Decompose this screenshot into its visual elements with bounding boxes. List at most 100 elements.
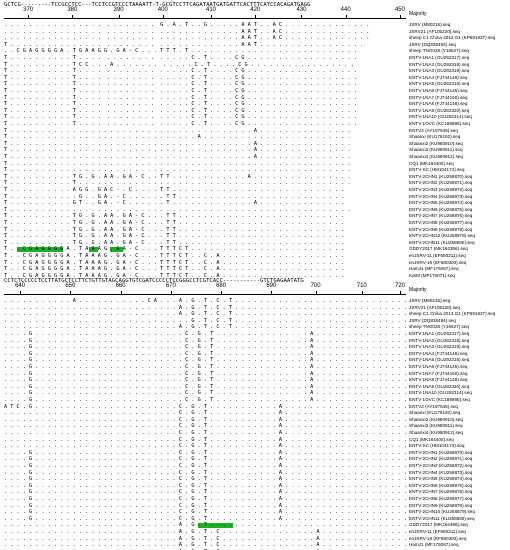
- sequence-label: ENTV-2CHN8 (KU258877).seq: [409, 496, 473, 501]
- sequence-label: ENTV-1NA10 (GU292314).seq: [409, 114, 472, 120]
- sequence-label: Shaanxi (KU179192).seq: [409, 134, 461, 140]
- sequence-row: T . . . . . . . . . . . . . . . . . . . …: [4, 147, 351, 154]
- sequence-row: . . . . . . . . . . . . . . . . . . . . …: [4, 324, 406, 331]
- ruler-tick: [221, 291, 223, 294]
- ruler-tick-label: 410: [206, 7, 217, 13]
- sequence-label: ENTV2 (AY197548).seq: [409, 403, 458, 409]
- ruler-tick: [170, 291, 172, 294]
- sequence-label: ENTV-1NA7 (FJ744150).seq: [409, 94, 468, 100]
- sequence-row: . . . . . . . . . . . . . . . . . . . . …: [4, 28, 370, 35]
- sequence-label: ENTV-1NA9 (GU292320).seq: [409, 383, 470, 389]
- sequence-label: sheep TNG028 (Y16627).seq: [409, 324, 469, 330]
- sequence-row: . . . . G . . . . . . . . . . . . . . . …: [4, 383, 406, 390]
- sequence-label: ENTV-SC (HM104174).seq: [409, 167, 465, 173]
- sequence-row: T . . . . . . . . . . . . . . . . . . . …: [4, 134, 351, 141]
- sequence-row: . . . . G . . . . . . . . . . . . . . . …: [4, 496, 406, 502]
- sequence-row: A T C . G . . . . . . . . . . . . . . . …: [4, 403, 406, 410]
- sequence-row: . . . . G . . . . . . . . . . . . . . . …: [4, 489, 406, 496]
- ruler-tick: [28, 15, 30, 18]
- ruler-tick-label: 440: [340, 7, 351, 13]
- sequence-row: . . C G A G G G G A . T G A A G G . G A …: [4, 48, 357, 55]
- sequence-label: ENTV-1NA8 (FJ744148).seq: [409, 377, 468, 383]
- sequence-label: Shaanxi3 (KU980911).seq: [409, 147, 463, 153]
- sequence-row: . . . . . . . . . . . . . . . . . . . . …: [4, 410, 406, 417]
- sequence-label: ENTV-2CHN5 (KU258874).seq: [409, 476, 473, 482]
- sequence-row: . . . . G . . . . . . . . . . . . . . . …: [4, 364, 406, 370]
- sequence-label: ENTV-1NA6 (FJ744145).seq: [409, 364, 468, 369]
- sequence-label: ENTV-1NA7 (FJ744150).seq: [409, 370, 468, 376]
- sequence-row: T . . C G A G G G G A . T A A A G . G A …: [4, 246, 345, 253]
- ruler-tick-label: 710: [356, 283, 367, 289]
- sequence-label: JSRV (DQ838494).seq: [409, 41, 456, 47]
- sequence-label: KarM (MF175071).seq: [409, 549, 509, 550]
- sequence-label: ENTV-1NA2 (GU292318).seq: [409, 337, 470, 343]
- sequence-label: ENTV-2CHN5 (KU258874).seq: [409, 200, 473, 206]
- sequence-label: KarM (MF175071).seq: [409, 272, 455, 278]
- sequence-label: Shaanxi3 (KU980911).seq: [409, 423, 463, 429]
- sequence-label: ENTV-1NA2 (GU292318).seq: [409, 61, 470, 67]
- sequence-row: . . . . . . . . . . . . . . . . . . . . …: [4, 35, 370, 42]
- sequence-row: T . . . . . . . . . . T . . . . . . . . …: [4, 55, 357, 61]
- sequence-row: T . . C G A G G G G A . T A A A G . G A …: [4, 266, 345, 273]
- ruler-tick: [271, 291, 273, 294]
- sequence-label: ENTV-1NA9 (GU292320).seq: [409, 107, 470, 113]
- sequence-row: . . . . . . . . . . . . . . . . . . . . …: [4, 535, 406, 542]
- sequence-row: T . . . . . . . . . . . . . . . . . . . …: [4, 167, 351, 174]
- highlight-region: [110, 246, 123, 253]
- sequence-label: ENTV-2CHN2 (KU258871).seq: [409, 180, 473, 186]
- sequence-label: ENTV-2CHN2 (KU258871).seq: [409, 456, 473, 462]
- sequence-label: ENTV-2CHN4 (KU258873).seq: [409, 193, 473, 199]
- ruler-tick-label: 390: [113, 7, 124, 13]
- sequence-label: ENTV-2CHN7 (KU258876).seq: [409, 213, 473, 219]
- sequence-row: . . . . G . . . . . . . . . . . . . . . …: [4, 515, 406, 522]
- sequence-label: Shaanxi4 (KU980912).seq: [409, 430, 463, 435]
- sequence-label: ENTV2 (AY197548).seq: [409, 127, 458, 133]
- sequence-label: ENTV-2CHN3 (KU258872).seq: [409, 187, 473, 192]
- ruler-tick: [361, 291, 363, 294]
- sequence-row: . . . . . . . . . . . . . . . . . . . . …: [4, 522, 406, 529]
- ruler-tick: [162, 15, 164, 18]
- sequence-label: JSRV (DQ838494).seq: [409, 317, 456, 323]
- sequence-label: ENTV-2CHN9 (KU258878).seq: [409, 226, 473, 232]
- position-ruler: [4, 18, 406, 19]
- sequence-label: ENTV-1OVC (KC189895).seq: [409, 121, 470, 126]
- ruler-tick-label: 720: [394, 283, 405, 289]
- highlight-region: [198, 522, 233, 529]
- ruler-tick: [70, 291, 72, 294]
- sequence-label: CQ1 (MK164400).seq: [409, 436, 454, 442]
- sequence-label: HamJ1 (MF175067).seq: [409, 266, 459, 272]
- sequence-label: sheep C1 China 2013 G1 (KP691837).seq: [409, 311, 496, 317]
- sequence-row: T . . . . . . . . . . T G . G . A A . G …: [4, 220, 345, 226]
- sequence-label: enJSRV-11 (EF680311).seq: [409, 253, 466, 258]
- sequence-label: ENTV-1NA8 (FJ744148).seq: [409, 101, 468, 107]
- ruler-tick: [255, 15, 257, 18]
- highlight-region: [16, 246, 64, 253]
- sequence-row: . . . . G . . . . . . . . . . . . . . . …: [4, 463, 406, 469]
- sequence-row: . . . . G . . . . . . . . . . . . . . . …: [4, 377, 406, 384]
- sequence-label: sheep C1 China 2013 G1 (KP691837).seq: [409, 35, 496, 41]
- ruler-tick-label: 400: [157, 7, 168, 13]
- sequence-row: . . . . G . . . . . . . . . . . . . . . …: [4, 502, 406, 509]
- sequence-row: . . . . . . . . . . . . . . . . . . . . …: [4, 304, 406, 311]
- sequence-row: . . . . G . . . . . . . . . . . . . . . …: [4, 397, 406, 403]
- sequence-row: . . . . . . . . . . . . . . . . . . . . …: [4, 317, 406, 324]
- sequence-label: GDDY2017 (MK164396).seq: [409, 246, 468, 252]
- sequence-row: . . . . G . . . . . . . . . . . . . . . …: [4, 456, 406, 463]
- sequence-row: T . . . . . . . . . . . . . . . . . . . …: [4, 160, 351, 167]
- sequence-label: CQ1 (MK164400).seq: [409, 160, 454, 166]
- sequence-row: T . . . . . . . . . . . . . . . . . . . …: [4, 206, 351, 213]
- sequence-row: . . . . G . . . . . . . . . . . . . . . …: [4, 469, 406, 476]
- sequence-row: T . . . . . . . . . . T . . . . . . . . …: [4, 180, 351, 187]
- sequence-row: T . . . . . . . . . . T C C . . . A . . …: [4, 61, 354, 68]
- sequence-row: . . . . . . . . . . . . . . . . . . . . …: [4, 311, 406, 318]
- sequence-row: T . . . . . . . . . . T . . . . . . . . …: [4, 88, 357, 94]
- sequence-label: ENTV-2CHN1 (KU258870).seq: [409, 173, 473, 179]
- sequence-row: T . . . . . . . . . . T . . . . . . . . …: [4, 101, 357, 108]
- sequence-label: JSRV21 (AF105220).seq: [409, 28, 460, 34]
- sequence-row: . . . . . . . . . . . . . . . . . . . . …: [4, 416, 406, 423]
- sequence-label: ENTV-2CHN10 (KU258879).seq: [409, 233, 475, 239]
- sequence-row: . . . . G . . . . . . . . . . . . . . . …: [4, 476, 406, 483]
- sequence-row: . . . . . . . . . . . . . . . . . . . . …: [4, 549, 406, 550]
- sequence-label: ENTV-1NA3 (GU292319).seq: [409, 68, 470, 74]
